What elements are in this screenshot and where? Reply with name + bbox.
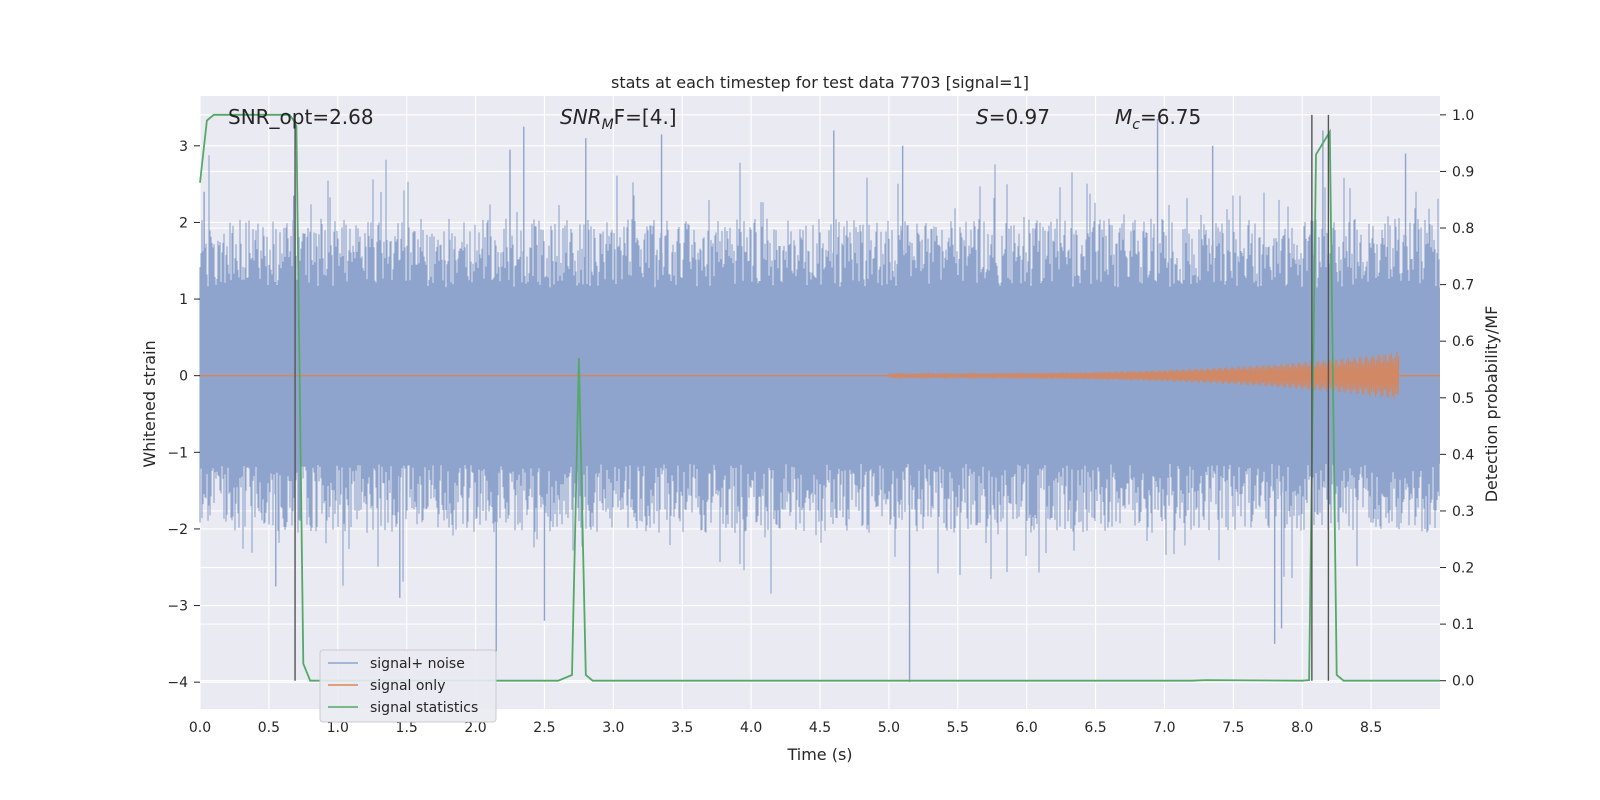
x-tick-label: 7.5	[1222, 720, 1244, 736]
x-tick-label: 1.0	[327, 720, 349, 736]
y-axis-label: Whitened strain	[140, 340, 159, 467]
x-tick-label: 2.5	[533, 720, 555, 736]
annotation-mc-base: M	[1115, 105, 1132, 129]
y2-axis-label: Detection probability/MF	[1482, 306, 1501, 503]
x-tick-label: 5.5	[947, 720, 969, 736]
y2-tick-label: 0.8	[1452, 221, 1474, 237]
legend: signal+ noise signal only signal statist…	[319, 649, 497, 723]
annotation-snr-opt: SNR_opt=2.68	[228, 105, 374, 129]
x-tick-label: 6.0	[1016, 720, 1038, 736]
y-tick-label: −1	[167, 445, 188, 461]
annotation-snr-mf: SNRMF=[4.]	[560, 105, 677, 133]
x-tick-label: 4.5	[809, 720, 831, 736]
annotation-mc-sub: c	[1132, 117, 1140, 133]
y2-tick-label: 0.2	[1452, 561, 1474, 577]
y2-tick-label: 0.0	[1452, 674, 1474, 690]
x-tick-label: 2.0	[464, 720, 486, 736]
annotation-snr-mf-base: SNR	[560, 105, 602, 129]
annotation-s-rest: =0.97	[989, 105, 1050, 129]
x-tick-labels: 0.0 0.5 1.0 1.5 2.0 2.5 3.0 3.5 4.0 4.5 5.0 5.5 6.0 6…	[189, 720, 1382, 736]
legend-noise-label: signal+ noise	[370, 656, 465, 672]
y2-tick-label: 0.4	[1452, 447, 1474, 463]
y2-tick-label: 0.7	[1452, 278, 1474, 294]
y-tick-label: 2	[179, 215, 188, 231]
annotation-snr-mf-sub: M	[602, 117, 614, 133]
x-tick-label: 8.5	[1360, 720, 1382, 736]
x-tick-label: 3.5	[671, 720, 693, 736]
y-tick-label: 3	[179, 139, 188, 155]
x-tick-label: 7.0	[1153, 720, 1175, 736]
vertical-markers	[294, 114, 1330, 681]
legend-stats-label: signal statistics	[370, 700, 478, 716]
y-tick-label: −3	[167, 599, 188, 615]
x-tick-label: 5.0	[878, 720, 900, 736]
y-tick-label: 0	[179, 369, 188, 385]
annotation-snr-mf-rest: F=[4.]	[614, 105, 677, 129]
x-tick-label: 3.0	[602, 720, 624, 736]
x-tick-label: 1.5	[396, 720, 418, 736]
y2-tick-label: 0.6	[1452, 334, 1474, 350]
stats-line	[199, 113, 1440, 682]
annotation-s: S=0.97	[976, 105, 1050, 129]
chart-title: stats at each timestep for test data 770…	[611, 73, 1029, 92]
y-tick-label: 1	[179, 292, 188, 308]
x-axis-label: Time (s)	[786, 745, 852, 764]
y2-tick-label: 0.3	[1452, 504, 1474, 520]
y2-tick-label: 1.0	[1452, 108, 1474, 124]
legend-signal-label: signal only	[370, 678, 445, 694]
y2-tick-label: 0.5	[1452, 391, 1474, 407]
annotation-mc-rest: =6.75	[1140, 105, 1201, 129]
y-tick-label: −2	[167, 522, 188, 538]
y-tick-labels: 3 2 1 0 −1 −2 −3 −4	[167, 139, 200, 691]
stats-series	[199, 113, 1440, 682]
x-tick-label: 6.5	[1084, 720, 1106, 736]
x-tick-label: 4.0	[740, 720, 762, 736]
y2-tick-label: 0.9	[1452, 164, 1474, 180]
annotation-s-base: S	[976, 105, 989, 129]
y2-tick-label: 0.1	[1452, 617, 1474, 633]
y-tick-label: −4	[167, 675, 188, 691]
annotation-mc: Mc=6.75	[1115, 105, 1201, 133]
legend-box	[319, 649, 497, 723]
x-tick-label: 0.5	[258, 720, 280, 736]
x-tick-label: 0.0	[189, 720, 211, 736]
y2-tick-labels: 1.0 0.9 0.8 0.7 0.6 0.5 0.4 0.3 0.2 0.1 0.0	[1440, 108, 1474, 690]
x-tick-label: 8.0	[1291, 720, 1313, 736]
